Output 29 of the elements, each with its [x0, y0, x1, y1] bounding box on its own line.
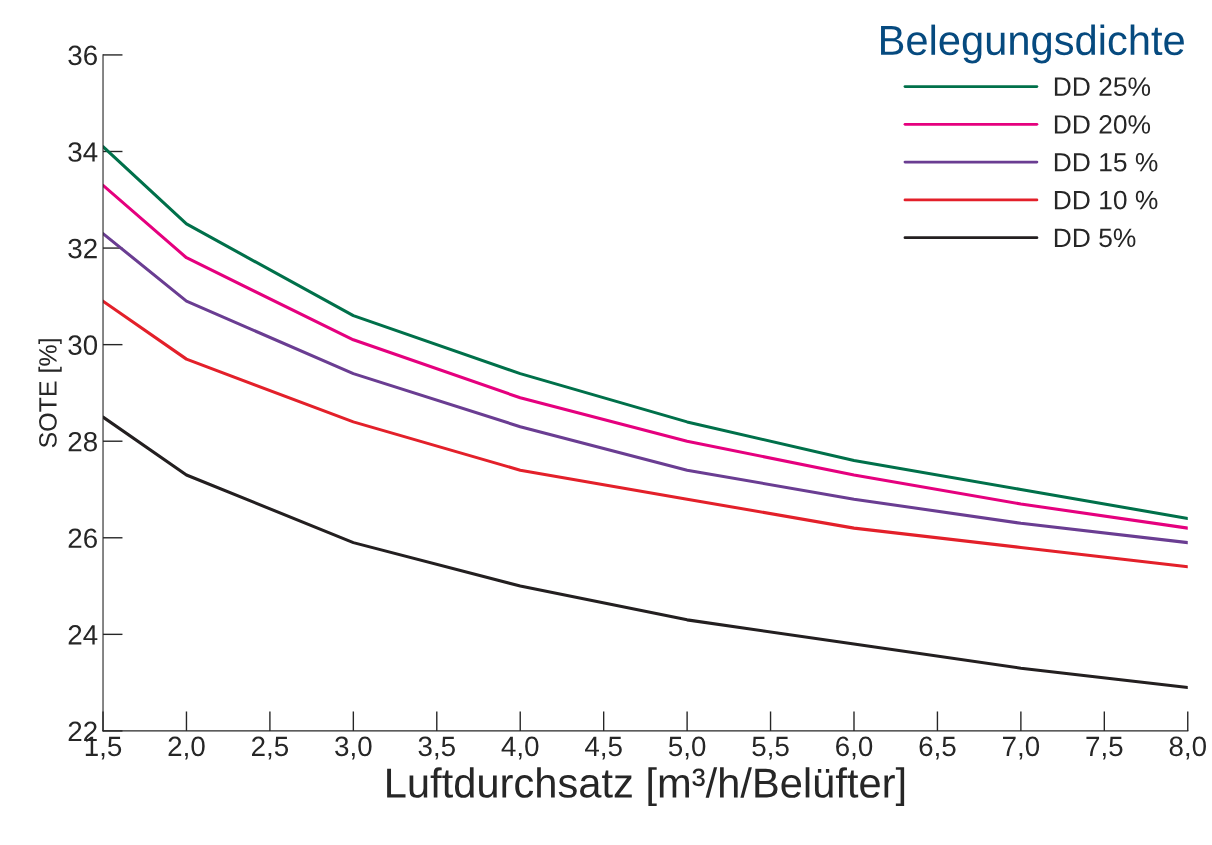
y-tick-label: 34 [68, 142, 98, 162]
legend-label: DD 25% [1054, 77, 1151, 97]
x-tick-label: 2,5 [252, 736, 289, 760]
y-tick-label: 24 [68, 625, 98, 645]
legend-title: Belegungsdichte [881, 24, 1184, 64]
y-tick-label: 30 [68, 335, 98, 355]
x-tick-label: 3,0 [335, 736, 372, 760]
y-tick-label: 36 [68, 45, 97, 66]
x-tick-label: 4,5 [585, 736, 622, 760]
x-tick-label: 4,0 [501, 736, 539, 760]
y-tick-label: 28 [68, 431, 97, 452]
x-tick-label: 8,0 [1169, 736, 1206, 760]
x-tick-label: 6,0 [836, 736, 873, 760]
x-tick-label: 6,5 [919, 736, 956, 760]
x-tick-label: 2,0 [168, 736, 205, 760]
y-tick-label: 32 [68, 238, 97, 259]
x-tick-label: 5,5 [752, 736, 789, 760]
legend-label: DD 15 % [1054, 153, 1158, 172]
legend-label: DD 20% [1054, 115, 1151, 134]
y-axis-title: SOTE [%] [38, 339, 62, 448]
y-tick-label: 26 [68, 528, 97, 549]
x-tick-label: 5,0 [668, 736, 706, 760]
x-tick-label: 7,0 [1002, 736, 1040, 760]
legend-label: DD 5% [1054, 228, 1136, 248]
legend-label: DD 10 % [1054, 190, 1158, 210]
line-series [103, 299, 1188, 569]
x-tick-label: 3,5 [418, 736, 455, 760]
x-axis-title: Luftdurchsatz [m³/h/Belüfter] [387, 767, 905, 807]
x-tick-label: 7,5 [1086, 736, 1123, 760]
